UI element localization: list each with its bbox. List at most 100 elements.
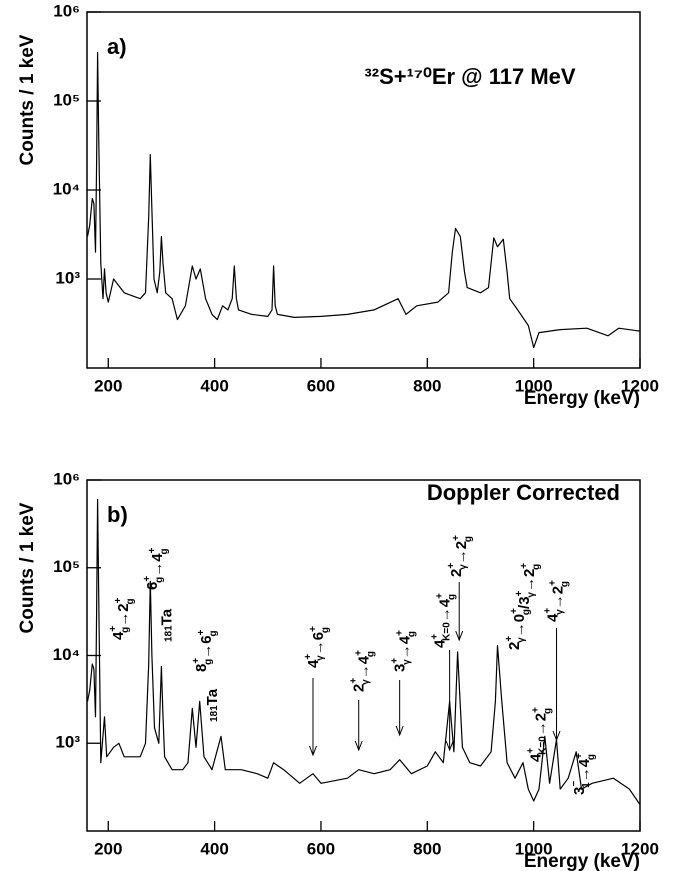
label-text: →2 xyxy=(533,713,550,736)
x-tick-label: 1000 xyxy=(515,376,553,395)
label-sup: + xyxy=(548,580,559,586)
label-sub: g xyxy=(159,548,170,554)
label-sup: + xyxy=(395,630,406,636)
label-sub: g xyxy=(320,627,331,633)
label-text: →4 xyxy=(576,758,593,782)
spectrum-line xyxy=(86,52,641,349)
transition-label: 3−1→4+g xyxy=(569,753,597,795)
x-tick-label: 400 xyxy=(200,839,228,858)
y-tick-label: 10⁵ xyxy=(53,557,80,576)
label-sub: g xyxy=(208,630,219,636)
label-text: →4 xyxy=(149,553,166,577)
chart-title: Doppler Corrected xyxy=(427,480,620,505)
y-tick-label: 10³ xyxy=(55,268,80,287)
label-sup: + xyxy=(390,658,401,664)
x-tick-label: 800 xyxy=(413,376,441,395)
label-sup: 181 xyxy=(163,625,174,642)
arrow-head xyxy=(309,745,317,757)
label-sub: γ xyxy=(402,659,413,665)
label-text: 3 xyxy=(392,664,409,672)
x-tick-label: 600 xyxy=(307,839,335,858)
x-tick-label: 1200 xyxy=(621,839,659,858)
label-text: →4 xyxy=(356,655,373,679)
label-text: →0 xyxy=(511,614,528,637)
arrow-head xyxy=(445,740,454,752)
transition-label: 4+γ→2+g xyxy=(543,580,571,622)
label-text: 4 xyxy=(432,639,449,648)
panel-label: b) xyxy=(107,502,128,527)
label-text: 3 xyxy=(571,787,588,795)
label-sub: γ xyxy=(458,564,469,570)
label-text: →6 xyxy=(198,635,215,658)
transition-label: 2+γ→2+g xyxy=(446,535,474,577)
x-tick-label: 200 xyxy=(94,376,122,395)
label-sup: + xyxy=(303,654,314,660)
x-axis-label: Energy (keV) xyxy=(524,851,640,871)
transition-label: 4+K=0→4+g xyxy=(430,593,458,648)
label-sub: γ xyxy=(361,679,372,685)
label-text: →2 xyxy=(453,541,470,564)
label-sup: + xyxy=(196,629,207,635)
label-text: →4 xyxy=(397,635,414,659)
label-sub: g xyxy=(521,609,532,615)
label-text: →6 xyxy=(310,632,327,655)
label-sub: γ xyxy=(526,592,537,598)
label-sup: + xyxy=(504,636,515,642)
label-text: 2 xyxy=(351,684,368,692)
label-text: Ta xyxy=(158,608,175,625)
label-sup: + xyxy=(430,634,441,640)
label-sub: g xyxy=(203,659,214,665)
label-sup: + xyxy=(446,563,457,569)
transition-label: 6+g→4+g xyxy=(142,547,170,590)
transition-label: 2+γ→0+g/3+γ→2+g xyxy=(504,563,542,650)
label-sub: g xyxy=(543,708,554,714)
label-sup: + xyxy=(113,597,124,603)
label-sup: + xyxy=(308,626,319,632)
label-sup: + xyxy=(191,658,202,664)
label-sup: + xyxy=(514,590,525,596)
label-text: →2 xyxy=(550,586,567,609)
y-axis-label: Counts / 1 keV xyxy=(17,502,38,633)
label-sub: γ xyxy=(315,655,326,661)
transition-label: 181Ta xyxy=(204,688,221,722)
label-sub: g xyxy=(463,536,474,542)
label-text: 2 xyxy=(448,569,465,577)
transition-label: 8+g→6+g xyxy=(191,629,219,672)
label-sup: + xyxy=(354,650,365,656)
label-sub: K=0 xyxy=(538,736,549,755)
label-sub: g xyxy=(366,651,377,657)
label-sup: + xyxy=(574,753,585,759)
y-tick-label: 10⁵ xyxy=(53,90,80,109)
label-sup: + xyxy=(509,608,520,614)
label-sup: + xyxy=(435,593,446,599)
label-sub: 1 xyxy=(581,782,592,788)
label-sup: 181 xyxy=(209,705,220,722)
label-sup: + xyxy=(451,535,462,541)
y-tick-label: 10⁴ xyxy=(53,645,80,664)
arrow-head xyxy=(552,730,561,742)
label-sub: g xyxy=(120,627,131,633)
label-sub: g xyxy=(407,631,418,637)
label-text: →2 xyxy=(115,603,132,626)
label-sub: g xyxy=(447,594,458,600)
label-text: 8 xyxy=(193,664,210,672)
label-text: →2 xyxy=(521,569,538,592)
label-sup: − xyxy=(569,781,580,787)
transition-label: 3+γ→4+g xyxy=(390,630,418,672)
label-sub: γ xyxy=(555,609,566,615)
x-tick-label: 800 xyxy=(413,839,441,858)
transition-label: 181Ta xyxy=(158,608,175,642)
chart-title: ³²S+¹⁷⁰Er @ 117 MeV xyxy=(364,64,575,89)
label-sup: + xyxy=(531,707,542,713)
label-sub: g xyxy=(586,754,597,760)
transition-label: 4+K=0→2+g xyxy=(526,707,554,762)
label-text: 4 xyxy=(305,659,322,668)
y-tick-label: 10⁶ xyxy=(53,1,80,20)
transition-label: 4+γ→6+g xyxy=(303,626,331,668)
label-sup: + xyxy=(519,563,530,569)
label-text: 4 xyxy=(545,613,562,622)
transition-label: 2+γ→4+g xyxy=(349,650,377,692)
label-text: 2 xyxy=(506,642,523,650)
label-sup: + xyxy=(349,678,360,684)
